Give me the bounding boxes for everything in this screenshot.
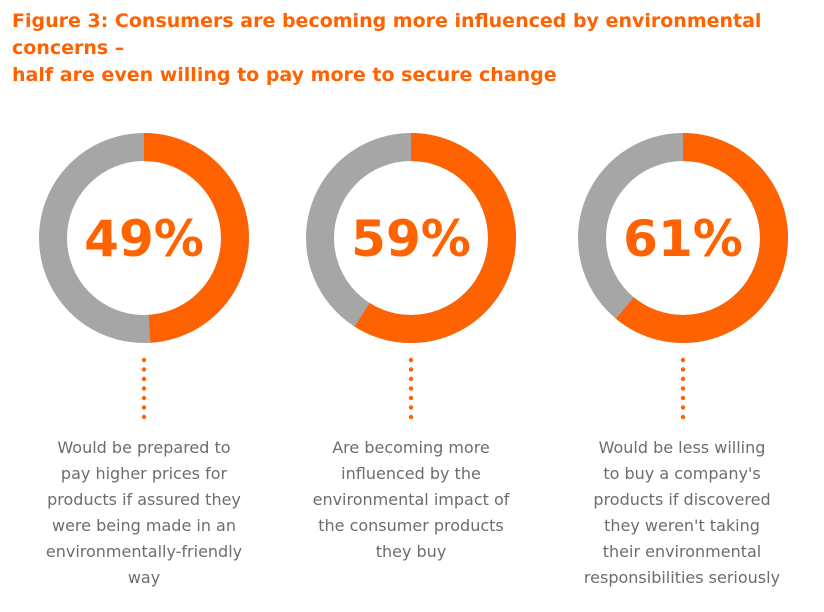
donut-1-percent-label: 49% xyxy=(84,210,204,268)
description-1-line: pay higher prices for xyxy=(60,464,228,483)
donut-2-value-arc xyxy=(306,133,516,343)
connector-2-dot xyxy=(408,357,414,363)
connector-1-dot xyxy=(141,395,147,401)
description-1-line: were being made in an xyxy=(51,516,236,535)
connector-2-dot xyxy=(408,395,414,401)
title-line-2: half are even willing to pay more to sec… xyxy=(12,64,557,86)
description-3-line: their environmental xyxy=(602,542,762,561)
connector-2-dot xyxy=(408,386,414,391)
description-1-line: environmentally-friendly xyxy=(45,542,243,561)
connector-2-dot xyxy=(408,405,414,410)
description-2-line: the consumer products xyxy=(318,516,504,535)
description-3: Would be less willing to buy a company's… xyxy=(557,435,807,591)
connector-3-dot xyxy=(680,395,686,401)
connector-2-dot xyxy=(408,367,414,372)
description-2-line: environmental impact of xyxy=(312,490,510,509)
description-2-line: they buy xyxy=(375,542,447,561)
connector-2-dot xyxy=(408,376,414,382)
figure-title: Figure 3: Consumers are becoming more in… xyxy=(12,8,812,89)
connector-1-dot xyxy=(141,357,147,363)
description-3-line: products if discovered xyxy=(593,490,771,509)
connector-2-dot xyxy=(408,414,414,420)
connector-3-dot xyxy=(680,414,686,420)
donut-2-percent-label: 59% xyxy=(351,210,471,268)
description-2: Are becoming more influenced by the envi… xyxy=(286,435,536,565)
description-3-line: they weren't taking xyxy=(604,516,760,535)
connector-3-dot xyxy=(680,405,686,410)
title-line-1: Figure 3: Consumers are becoming more in… xyxy=(12,10,762,59)
description-1-line: Would be prepared to xyxy=(57,438,231,457)
description-3-line: to buy a company's xyxy=(603,464,761,483)
connector-1-dot xyxy=(141,376,147,382)
description-1-line: products if assured they xyxy=(47,490,241,509)
connector-1-dot xyxy=(141,386,147,391)
connector-3-dot xyxy=(680,367,686,372)
connector-1-dot xyxy=(141,367,147,372)
donut-3-percent-label: 61% xyxy=(623,210,743,268)
description-1-line: way xyxy=(127,568,161,587)
donut-3-value-arc xyxy=(578,133,788,343)
connector-1-dot xyxy=(141,414,147,420)
connector-1-dot xyxy=(141,405,147,410)
description-2-line: influenced by the xyxy=(341,464,481,483)
donut-1-value-arc xyxy=(39,133,249,343)
description-3-line: Would be less willing xyxy=(598,438,766,457)
description-1: Would be prepared to pay higher prices f… xyxy=(19,435,269,591)
connector-3-dot xyxy=(680,357,686,363)
description-3-line: responsibilities seriously xyxy=(583,568,781,587)
connector-3-dot xyxy=(680,386,686,391)
description-2-line: Are becoming more xyxy=(332,438,490,457)
connector-3-dot xyxy=(680,376,686,382)
